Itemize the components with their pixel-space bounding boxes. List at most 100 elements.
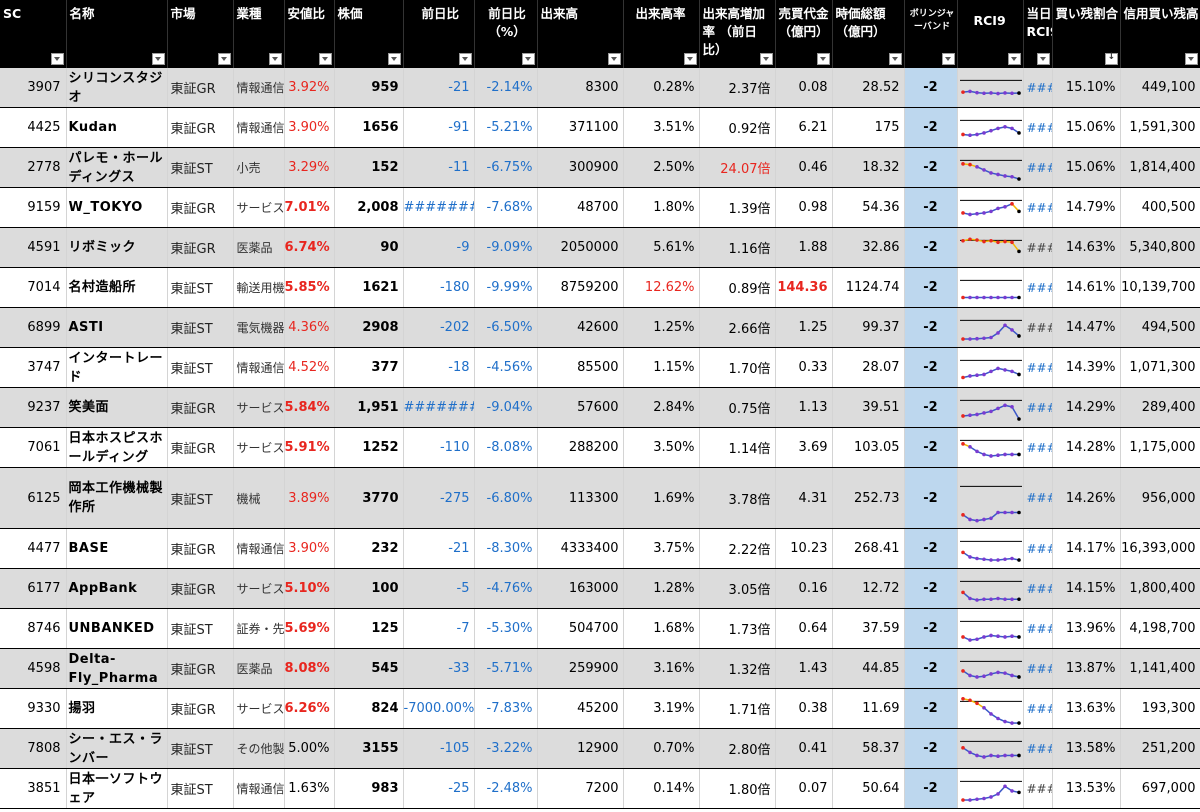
cell-change-pct[interactable]: -9.04% <box>474 387 538 428</box>
cell-volume-rate[interactable]: 0.28% <box>623 68 700 108</box>
cell-industry[interactable]: 機械 <box>233 467 285 529</box>
cell-volume[interactable]: 45200 <box>537 688 624 729</box>
cell-price[interactable]: 125 <box>334 608 404 649</box>
cell-change-pct[interactable]: -2.48% <box>474 768 538 809</box>
cell-change[interactable]: -105 <box>403 728 475 769</box>
cell-cheap-ratio[interactable]: 5.84% <box>284 387 335 428</box>
table-row[interactable]: 9237笑美面東証GRサービス5.84%1,951########-9.04%5… <box>0 387 1200 428</box>
cell-industry[interactable]: 情報通信 <box>233 528 285 569</box>
cell-rci9-today[interactable]: ### <box>1023 528 1053 569</box>
cell-price[interactable]: 983 <box>334 768 404 809</box>
table-row[interactable]: 3851 日本一ソフトウェア 東証ST 情報通信 1.63% 983 -25 -2.48% 72… <box>0 768 1200 809</box>
cell-rci9-today[interactable]: ### <box>1023 387 1053 428</box>
table-row[interactable]: 3907 シリコンスタジオ 東証GR 情報通信 3.92% 959 -21 -2.14% 830… <box>0 68 1200 108</box>
cell-buy-ratio[interactable]: 15.06% <box>1052 107 1121 148</box>
cell-market-cap[interactable]: 12.72 <box>832 568 905 609</box>
cell-buy-ratio[interactable]: 14.39% <box>1052 347 1121 388</box>
cell-change[interactable]: ######## <box>403 387 475 428</box>
filter-dropdown-icon[interactable] <box>607 53 621 65</box>
cell-bollinger[interactable]: -2 <box>904 648 958 689</box>
cell-trade-value[interactable]: 0.41 <box>775 728 833 769</box>
cell-rci9-today[interactable]: ### <box>1023 307 1053 348</box>
cell-name[interactable]: 笑美面 <box>66 387 168 428</box>
cell-volume-rate[interactable]: 1.80% <box>623 187 700 228</box>
cell-bollinger[interactable]: -2 <box>904 467 958 529</box>
cell-change-pct[interactable]: -2.14% <box>474 68 538 108</box>
cell-rci9-sparkline[interactable] <box>957 68 1024 108</box>
table-row[interactable]: 4591 リボミック 東証GR 医薬品 6.74% 90 -9 -9.09% 2050000 5.… <box>0 227 1200 268</box>
cell-volume-rate[interactable]: 1.68% <box>623 608 700 649</box>
cell-market[interactable]: 東証GR <box>167 568 234 609</box>
cell-change-pct[interactable]: -4.56% <box>474 347 538 388</box>
cell-change-pct[interactable]: -8.08% <box>474 427 538 468</box>
table-row[interactable]: 7014名村造船所東証ST輸送用機器5.85%1621-180-9.99%875… <box>0 267 1200 308</box>
cell-volume-rate[interactable]: 3.19% <box>623 688 700 729</box>
filter-dropdown-icon[interactable] <box>1036 53 1050 65</box>
cell-cheap-ratio[interactable]: 4.52% <box>284 347 335 388</box>
cell-industry[interactable]: 情報通信 <box>233 347 285 388</box>
cell-volume[interactable]: 259900 <box>537 648 624 689</box>
cell-sc[interactable]: 6899 <box>0 307 67 348</box>
cell-change[interactable]: -91 <box>403 107 475 148</box>
cell-trade-value[interactable]: 0.07 <box>775 768 833 809</box>
cell-volume-rate[interactable]: 1.25% <box>623 307 700 348</box>
cell-margin-buy[interactable]: 289,400 <box>1120 387 1200 428</box>
cell-trade-value[interactable]: 1.25 <box>775 307 833 348</box>
cell-sc[interactable]: 4591 <box>0 227 67 268</box>
cell-buy-ratio[interactable]: 13.63% <box>1052 688 1121 729</box>
cell-volume-increase[interactable]: 2.22倍 <box>699 528 776 569</box>
cell-rci9-sparkline[interactable] <box>957 187 1024 228</box>
cell-sc[interactable]: 7808 <box>0 728 67 769</box>
cell-rci9-sparkline[interactable] <box>957 568 1024 609</box>
cell-change-pct[interactable]: -6.80% <box>474 467 538 529</box>
cell-margin-buy[interactable]: 697,000 <box>1120 768 1200 809</box>
cell-market[interactable]: 東証ST <box>167 608 234 649</box>
filter-dropdown-icon[interactable] <box>759 53 773 65</box>
cell-market-cap[interactable]: 58.37 <box>832 728 905 769</box>
cell-buy-ratio[interactable]: 14.63% <box>1052 227 1121 268</box>
cell-margin-buy[interactable]: 1,800,400 <box>1120 568 1200 609</box>
cell-change-pct[interactable]: -5.71% <box>474 648 538 689</box>
cell-industry[interactable]: 医薬品 <box>233 227 285 268</box>
table-row[interactable]: 9330 揚羽 東証GR サービス 6.26% 824 -7000.00% -7.83% 452… <box>0 688 1200 729</box>
cell-price[interactable]: 1252 <box>334 427 404 468</box>
cell-margin-buy[interactable]: 16,393,000 <box>1120 528 1200 569</box>
cell-volume-rate[interactable]: 5.61% <box>623 227 700 268</box>
cell-industry[interactable]: サービス <box>233 688 285 729</box>
cell-name[interactable]: UNBANKED <box>66 608 168 649</box>
cell-name[interactable]: シー・エス・ランバー <box>66 728 168 769</box>
cell-industry[interactable]: 証券・先物 <box>233 608 285 649</box>
cell-buy-ratio[interactable]: 14.28% <box>1052 427 1121 468</box>
cell-rci9-today[interactable]: ### <box>1023 68 1053 108</box>
cell-cheap-ratio[interactable]: 6.26% <box>284 688 335 729</box>
cell-market-cap[interactable]: 39.51 <box>832 387 905 428</box>
cell-margin-buy[interactable]: 1,814,400 <box>1120 147 1200 188</box>
cell-name[interactable]: 日本ホスピスホールディング <box>66 427 168 468</box>
cell-rci9-sparkline[interactable] <box>957 427 1024 468</box>
cell-industry[interactable]: 医薬品 <box>233 648 285 689</box>
cell-volume-increase[interactable]: 24.07倍 <box>699 147 776 188</box>
cell-name[interactable]: 岡本工作機械製作所 <box>66 467 168 529</box>
cell-rci9-today[interactable]: ### <box>1023 608 1053 649</box>
cell-volume-increase[interactable]: 1.73倍 <box>699 608 776 649</box>
table-row[interactable]: 4598 Delta-Fly_Pharma 東証GR 医薬品 8.08% 545 -33 -5… <box>0 648 1200 689</box>
cell-trade-value[interactable]: 1.88 <box>775 227 833 268</box>
cell-trade-value[interactable]: 0.08 <box>775 68 833 108</box>
cell-trade-value[interactable]: 0.64 <box>775 608 833 649</box>
filter-dropdown-icon[interactable] <box>458 53 472 65</box>
cell-trade-value[interactable]: 0.46 <box>775 147 833 188</box>
cell-market[interactable]: 東証ST <box>167 728 234 769</box>
cell-buy-ratio[interactable]: 15.06% <box>1052 147 1121 188</box>
table-row[interactable]: 7808シー・エス・ランバー東証STその他製品5.00%3155-105-3.2… <box>0 728 1200 769</box>
cell-volume-increase[interactable]: 2.66倍 <box>699 307 776 348</box>
cell-margin-buy[interactable]: 1,071,300 <box>1120 347 1200 388</box>
cell-industry[interactable]: その他製品 <box>233 728 285 769</box>
cell-price[interactable]: 959 <box>334 68 404 108</box>
cell-price[interactable]: 90 <box>334 227 404 268</box>
cell-rci9-today[interactable]: ### <box>1023 768 1053 809</box>
cell-volume-increase[interactable]: 1.80倍 <box>699 768 776 809</box>
cell-trade-value[interactable]: 0.16 <box>775 568 833 609</box>
cell-name[interactable]: Kudan <box>66 107 168 148</box>
cell-buy-ratio[interactable]: 14.26% <box>1052 467 1121 529</box>
cell-cheap-ratio[interactable]: 5.00% <box>284 728 335 769</box>
